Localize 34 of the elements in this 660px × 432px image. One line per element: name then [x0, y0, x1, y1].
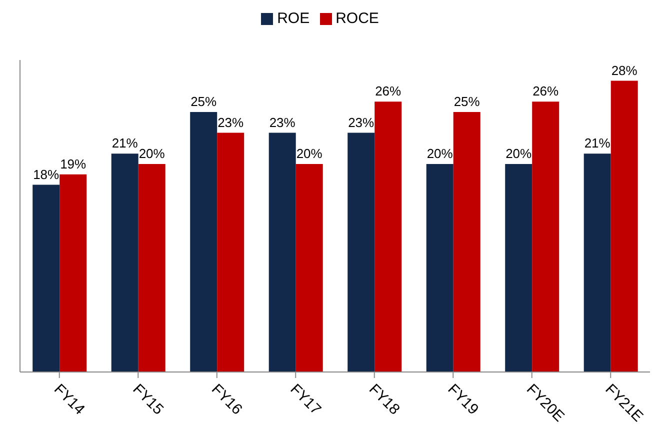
- legend-label: ROE: [277, 10, 310, 27]
- data-label: 18%: [33, 166, 60, 182]
- data-label: 19%: [60, 156, 87, 172]
- bar: [453, 112, 480, 372]
- data-label: 20%: [296, 146, 323, 161]
- bar: [111, 154, 138, 372]
- bar: [190, 112, 218, 372]
- data-label: 21%: [584, 136, 611, 151]
- bar: [426, 164, 454, 372]
- data-label: 20%: [138, 146, 166, 161]
- bar: [374, 102, 402, 372]
- bar: [348, 132, 375, 372]
- bar: [532, 102, 560, 372]
- bar: [610, 80, 638, 372]
- bar: [505, 164, 532, 372]
- data-label: 20%: [426, 146, 454, 161]
- bar: [60, 174, 87, 372]
- data-label: 20%: [506, 146, 532, 161]
- data-label: 23%: [218, 114, 244, 130]
- data-label: 26%: [375, 84, 402, 99]
- data-label: 25%: [190, 94, 218, 109]
- data-label: 21%: [112, 136, 138, 151]
- data-label: 28%: [611, 62, 638, 78]
- data-label: 23%: [348, 114, 375, 130]
- data-label: 23%: [269, 114, 296, 130]
- bar: [32, 184, 60, 372]
- data-label: 26%: [532, 84, 560, 99]
- bar: [584, 154, 611, 372]
- data-label: 25%: [454, 94, 480, 109]
- legend-label: ROCE: [336, 10, 379, 27]
- bar: [217, 132, 244, 372]
- bar: [268, 132, 296, 372]
- bar: [296, 164, 323, 372]
- bar: [138, 164, 166, 372]
